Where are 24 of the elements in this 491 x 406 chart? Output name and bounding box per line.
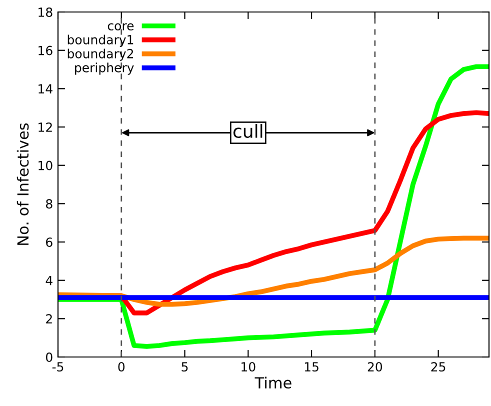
y-tick-label: 2: [46, 314, 52, 324]
legend-label: boundary2: [68, 48, 134, 61]
legend-label: boundary1: [68, 34, 134, 47]
x-tick-label: 10: [242, 362, 256, 372]
x-tick-label: 0: [118, 362, 125, 372]
legend-label: core: [108, 23, 134, 30]
x-tick-label: 25: [431, 362, 446, 372]
y-tick-label: 16: [38, 46, 52, 56]
y-tick-label: 6: [46, 237, 52, 247]
x-tick-label: 5: [182, 362, 188, 372]
legend-label: periphery: [75, 62, 134, 75]
y-axis-title: No. of Infectives: [16, 123, 29, 245]
x-tick-label: -5: [52, 362, 64, 372]
x-tick-label: 20: [368, 362, 382, 372]
y-tick-label: 8: [46, 199, 52, 209]
x-tick-label: 15: [304, 362, 318, 372]
y-tick-label: 0: [46, 352, 52, 362]
y-tick-label: 18: [38, 7, 52, 17]
y-tick-label: 10: [38, 160, 52, 170]
y-tick-label: 4: [46, 276, 52, 286]
y-tick-label: 14: [38, 84, 52, 94]
annotation: cull: [233, 124, 262, 138]
y-tick-label: 12: [38, 122, 52, 132]
x-axis-title: Time: [254, 376, 292, 389]
